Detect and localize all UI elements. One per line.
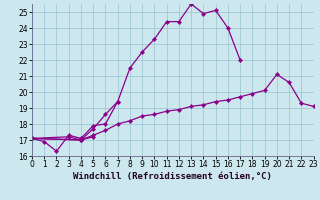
X-axis label: Windchill (Refroidissement éolien,°C): Windchill (Refroidissement éolien,°C) xyxy=(73,172,272,181)
